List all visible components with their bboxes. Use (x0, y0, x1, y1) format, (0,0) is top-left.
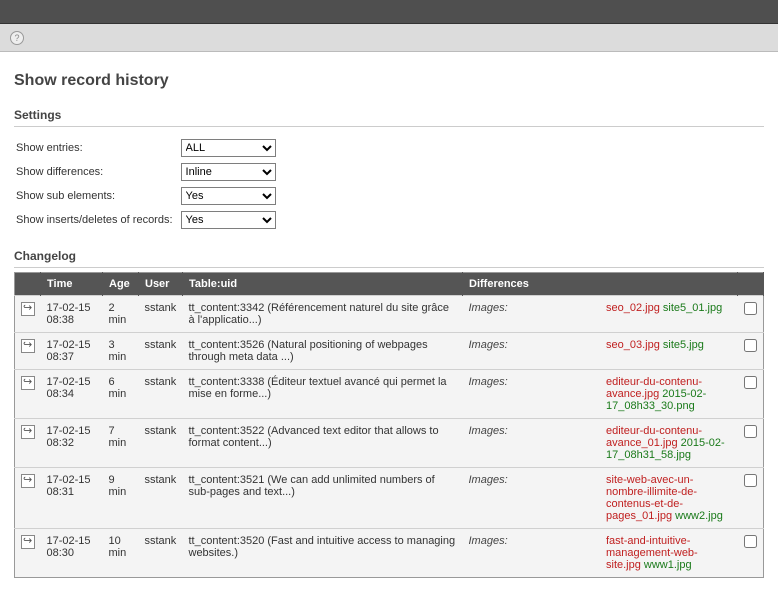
cell-age: 6 min (103, 370, 139, 419)
cell-table: tt_content:3521 (We can add unlimited nu… (183, 468, 463, 529)
settings-label: Show differences: (16, 161, 179, 183)
changelog-heading: Changelog (14, 249, 764, 268)
col-age: Age (103, 273, 139, 296)
cell-table: tt_content:3522 (Advanced text editor th… (183, 419, 463, 468)
cell-age: 2 min (103, 296, 139, 333)
rollback-icon[interactable] (21, 376, 35, 390)
cell-age: 3 min (103, 333, 139, 370)
cell-user: sstank (139, 468, 183, 529)
col-check (738, 273, 764, 296)
cell-diff-value: site-web-avec-un-nombre-illimite-de-cont… (600, 468, 738, 529)
col-time: Time (41, 273, 103, 296)
cell-user: sstank (139, 333, 183, 370)
rollback-icon[interactable] (21, 339, 35, 353)
table-row: 17-02-15 08:319 minsstanktt_content:3521… (15, 468, 764, 529)
cell-table: tt_content:3526 (Natural positioning of … (183, 333, 463, 370)
row-checkbox[interactable] (744, 425, 757, 438)
cell-user: sstank (139, 296, 183, 333)
table-row: 17-02-15 08:3010 minsstanktt_content:352… (15, 529, 764, 578)
table-row: 17-02-15 08:327 minsstanktt_content:3522… (15, 419, 764, 468)
table-row: 17-02-15 08:382 minsstanktt_content:3342… (15, 296, 764, 333)
settings-select[interactable]: Inline (181, 163, 276, 181)
cell-diff-value: editeur-du-contenu-avance_01.jpg 2015-02… (600, 419, 738, 468)
cell-age: 7 min (103, 419, 139, 468)
settings-table: Show entries:ALLShow differences:InlineS… (14, 135, 284, 233)
cell-time: 17-02-15 08:34 (41, 370, 103, 419)
diff-added: site5.jpg (663, 339, 704, 351)
help-icon[interactable]: ? (10, 31, 24, 45)
rollback-icon[interactable] (21, 535, 35, 549)
rollback-icon[interactable] (21, 302, 35, 316)
settings-label: Show sub elements: (16, 185, 179, 207)
diff-added: www1.jpg (644, 559, 692, 571)
cell-diff-label: Images: (463, 468, 601, 529)
changelog-table: Time Age User Table:uid Differences 17-0… (14, 272, 764, 578)
cell-table: tt_content:3520 (Fast and intuitive acce… (183, 529, 463, 578)
cell-user: sstank (139, 419, 183, 468)
settings-select[interactable]: Yes (181, 187, 276, 205)
cell-diff-label: Images: (463, 419, 601, 468)
col-table: Table:uid (183, 273, 463, 296)
col-user: User (139, 273, 183, 296)
cell-age: 9 min (103, 468, 139, 529)
page-title: Show record history (14, 72, 764, 90)
settings-label: Show entries: (16, 137, 179, 159)
settings-select[interactable]: ALL (181, 139, 276, 157)
settings-label: Show inserts/deletes of records: (16, 209, 179, 231)
cell-time: 17-02-15 08:30 (41, 529, 103, 578)
cell-time: 17-02-15 08:37 (41, 333, 103, 370)
cell-time: 17-02-15 08:31 (41, 468, 103, 529)
row-checkbox[interactable] (744, 474, 757, 487)
rollback-icon[interactable] (21, 425, 35, 439)
cell-user: sstank (139, 370, 183, 419)
row-checkbox[interactable] (744, 339, 757, 352)
cell-diff-label: Images: (463, 333, 601, 370)
cell-diff-label: Images: (463, 370, 601, 419)
cell-diff-label: Images: (463, 529, 601, 578)
diff-removed: seo_03.jpg (606, 339, 660, 351)
row-checkbox[interactable] (744, 535, 757, 548)
col-diff: Differences (463, 273, 738, 296)
cell-user: sstank (139, 529, 183, 578)
cell-age: 10 min (103, 529, 139, 578)
cell-diff-label: Images: (463, 296, 601, 333)
diff-added: site5_01.jpg (663, 302, 722, 314)
col-icon (15, 273, 41, 296)
cell-time: 17-02-15 08:32 (41, 419, 103, 468)
row-checkbox[interactable] (744, 302, 757, 315)
cell-time: 17-02-15 08:38 (41, 296, 103, 333)
row-checkbox[interactable] (744, 376, 757, 389)
diff-removed: seo_02.jpg (606, 302, 660, 314)
table-row: 17-02-15 08:373 minsstanktt_content:3526… (15, 333, 764, 370)
help-bar: ? (0, 24, 778, 52)
top-bar (0, 0, 778, 24)
rollback-icon[interactable] (21, 474, 35, 488)
cell-diff-value: editeur-du-contenu-avance.jpg 2015-02-17… (600, 370, 738, 419)
settings-select[interactable]: Yes (181, 211, 276, 229)
diff-added: www2.jpg (675, 510, 723, 522)
settings-heading: Settings (14, 108, 764, 127)
cell-diff-value: seo_03.jpg site5.jpg (600, 333, 738, 370)
cell-diff-value: seo_02.jpg site5_01.jpg (600, 296, 738, 333)
cell-table: tt_content:3338 (Éditeur textuel avancé … (183, 370, 463, 419)
table-row: 17-02-15 08:346 minsstanktt_content:3338… (15, 370, 764, 419)
cell-table: tt_content:3342 (Référencement naturel d… (183, 296, 463, 333)
cell-diff-value: fast-and-intuitive-management-web-site.j… (600, 529, 738, 578)
